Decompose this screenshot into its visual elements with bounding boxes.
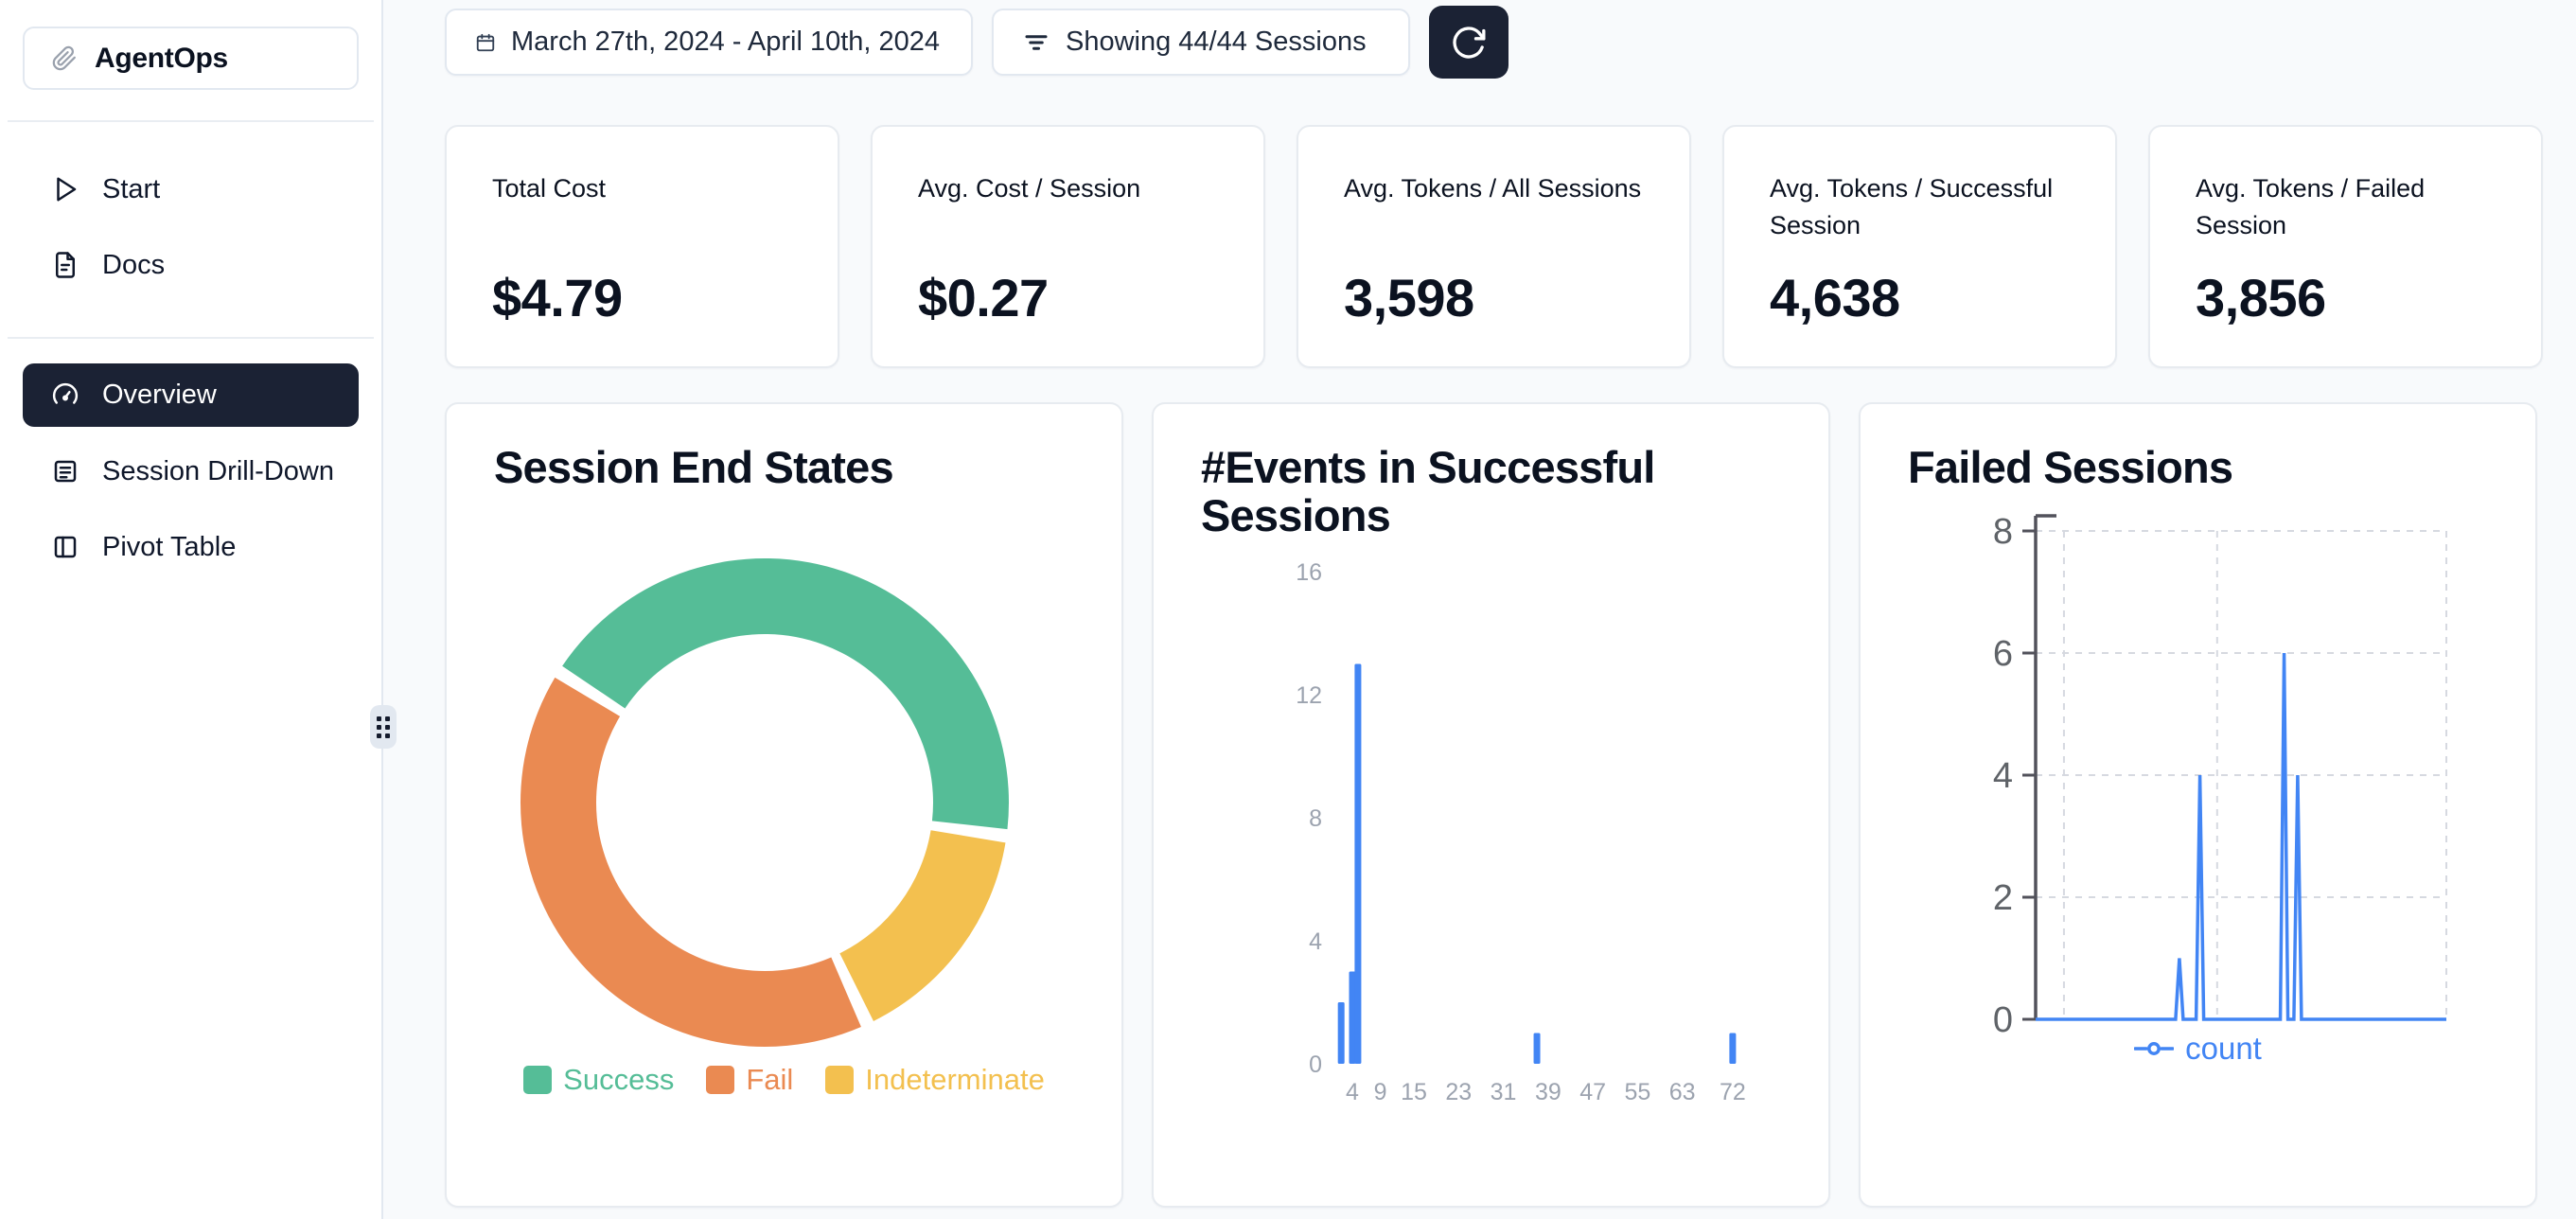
stat-value: 4,638 (1770, 268, 1900, 327)
stat-value: 3,598 (1344, 268, 1474, 327)
svg-text:4: 4 (1993, 756, 2013, 796)
legend-item-fail: Fail (706, 1063, 793, 1097)
svg-text:0: 0 (1309, 1051, 1322, 1078)
paperclip-logo-icon (52, 45, 76, 70)
refresh-icon (1453, 26, 1486, 59)
svg-text:63: 63 (1669, 1079, 1696, 1105)
gauge-icon (52, 382, 79, 404)
stat-label: Avg. Tokens / All Sessions (1344, 174, 1642, 203)
svg-text:0: 0 (1993, 1000, 2013, 1040)
failed-sessions-line-chart[interactable]: 0 2 4 6 8 (1861, 404, 2537, 1208)
svg-text:2: 2 (1993, 878, 2013, 918)
stat-cards-row: Total Cost $4.79 Avg. Cost / Session $0.… (445, 125, 2543, 368)
session-end-states-card: Session End States Success Fail Indetermin… (445, 402, 1123, 1208)
sidebar-item-label: Overview (102, 380, 217, 410)
toolbar: March 27th, 2024 - April 10th, 2024 Show… (445, 6, 1509, 79)
count-legend-label: count (2185, 1031, 2262, 1066)
sidebar-item-label: Start (102, 173, 161, 204)
session-end-states-donut-chart[interactable] (447, 404, 1123, 1208)
session-list-icon (54, 460, 77, 483)
agentops-logo[interactable]: AgentOps (23, 26, 359, 90)
chart-title: Failed Sessions (1908, 442, 2233, 492)
legend-item-indeterminate: Indeterminate (825, 1063, 1045, 1097)
calendar-icon (476, 33, 495, 51)
sidebar-nav: Start Docs Overview Session Dr (0, 122, 381, 585)
donut-legend: Success Fail Indeterminate (447, 1063, 1121, 1097)
svg-text:12: 12 (1296, 682, 1322, 709)
stat-value: $4.79 (492, 268, 623, 327)
svg-text:47: 47 (1579, 1079, 1606, 1105)
svg-text:15: 15 (1401, 1079, 1427, 1105)
chart-title: #Events in Successful Sessions (1201, 442, 1655, 540)
stat-label: Avg. Cost / Session (918, 174, 1141, 203)
stat-card-avg-tokens-failed: Avg. Tokens / Failed Session 3,856 (2148, 125, 2543, 368)
play-icon (57, 177, 77, 202)
sidebar-resize-handle[interactable] (370, 705, 397, 749)
sidebar-item-label: Docs (102, 249, 166, 280)
svg-text:55: 55 (1625, 1079, 1651, 1105)
sidebar-item-label: Pivot Table (102, 531, 237, 562)
svg-text:23: 23 (1445, 1079, 1472, 1105)
svg-text:39: 39 (1535, 1079, 1561, 1105)
legend-item-success: Success (523, 1063, 674, 1097)
charts-row: Session End States Success Fail Indetermin… (445, 402, 2537, 1208)
refresh-button[interactable] (1429, 6, 1509, 79)
chart-title: Session End States (494, 442, 894, 492)
stat-label: Total Cost (492, 174, 607, 203)
sidebar-item-label: Session Drill-Down (102, 455, 334, 486)
svg-text:4: 4 (1309, 928, 1322, 955)
svg-text:8: 8 (1993, 512, 2013, 552)
legend-label: Success (563, 1063, 675, 1096)
stat-label: Avg. Tokens / Failed Session (2196, 174, 2426, 240)
svg-text:8: 8 (1309, 805, 1322, 832)
sidebar-item-session-drill-down[interactable]: Session Drill-Down (0, 433, 381, 509)
stat-card-total-cost: Total Cost $4.79 (445, 125, 839, 368)
svg-text:72: 72 (1720, 1079, 1746, 1105)
stat-label: Avg. Tokens / Successful Session (1770, 174, 2054, 240)
date-range-button[interactable]: March 27th, 2024 - April 10th, 2024 (445, 9, 973, 76)
legend-label: Fail (746, 1063, 794, 1096)
stat-card-avg-tokens-successful: Avg. Tokens / Successful Session 4,638 (1722, 125, 2117, 368)
date-range-label: March 27th, 2024 - April 10th, 2024 (511, 26, 941, 57)
sidebar-item-pivot-table[interactable]: Pivot Table (0, 509, 381, 585)
docs-icon (56, 252, 75, 278)
sidebar-divider (8, 337, 374, 339)
sessions-filter-label: Showing 44/44 Sessions (1066, 26, 1367, 57)
sidebar-item-docs[interactable]: Docs (0, 227, 381, 303)
stat-value: $0.27 (918, 268, 1049, 327)
pivot-table-icon (54, 536, 77, 558)
stat-card-avg-cost-session: Avg. Cost / Session $0.27 (871, 125, 1265, 368)
svg-text:16: 16 (1296, 559, 1322, 586)
legend-swatch (523, 1066, 553, 1094)
app-title: AgentOps (95, 42, 228, 74)
sidebar-item-overview[interactable]: Overview (23, 363, 359, 427)
sessions-filter-button[interactable]: Showing 44/44 Sessions (992, 9, 1410, 76)
svg-text:6: 6 (1993, 634, 2013, 674)
legend-swatch (825, 1066, 855, 1094)
stat-card-avg-tokens-all: Avg. Tokens / All Sessions 3,598 (1297, 125, 1691, 368)
count-legend: count (1861, 1031, 2535, 1067)
stat-value: 3,856 (2196, 268, 2326, 327)
legend-label: Indeterminate (865, 1063, 1045, 1096)
svg-text:9: 9 (1374, 1079, 1387, 1105)
sidebar: AgentOps Start Docs Overview (0, 0, 383, 1219)
svg-text:4: 4 (1346, 1079, 1359, 1105)
sidebar-item-start[interactable]: Start (0, 151, 381, 227)
events-histogram-card: #Events in Successful Sessions 0 4 8 12 16 4 9… (1152, 402, 1830, 1208)
count-legend-marker-icon (2134, 1042, 2175, 1055)
main-content: March 27th, 2024 - April 10th, 2024 Show… (383, 0, 2576, 1219)
sidebar-divider (8, 120, 374, 122)
filter-icon (1025, 34, 1048, 50)
failed-sessions-card: Failed Sessions 0 2 4 6 8 count (1859, 402, 2537, 1208)
legend-swatch (706, 1066, 735, 1094)
svg-text:31: 31 (1491, 1079, 1517, 1105)
